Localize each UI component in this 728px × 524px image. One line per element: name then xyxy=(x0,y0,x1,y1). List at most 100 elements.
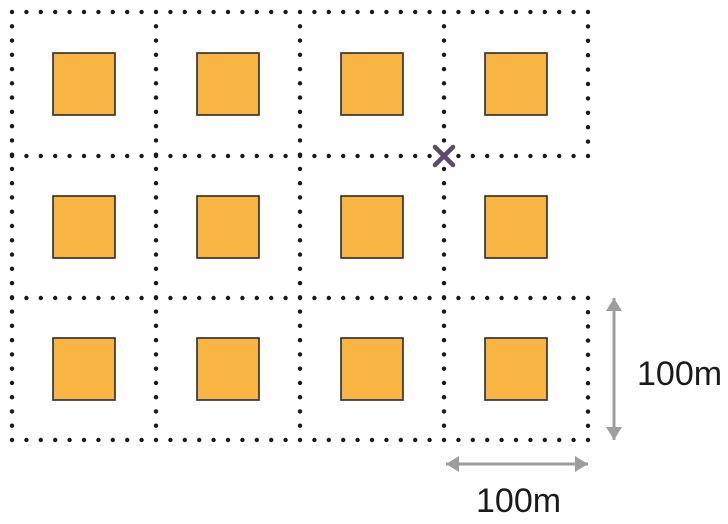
street-dot xyxy=(384,153,389,159)
street-dot xyxy=(585,110,591,116)
street-dot xyxy=(297,166,303,172)
street-dot xyxy=(427,437,432,443)
street-dot xyxy=(557,9,562,15)
street-dot xyxy=(153,166,159,172)
street-dot xyxy=(470,153,475,159)
street-dot xyxy=(9,81,15,86)
street-dot xyxy=(9,437,15,443)
street-dot xyxy=(9,337,15,343)
street-dot xyxy=(297,323,303,329)
street-dot xyxy=(369,153,375,159)
street-dot xyxy=(197,153,202,159)
street-dot xyxy=(53,295,58,301)
street-dot xyxy=(211,437,216,443)
street-dot xyxy=(81,9,87,15)
street-dot xyxy=(153,195,159,200)
street-dot xyxy=(441,337,447,343)
street-dot xyxy=(67,153,72,159)
street-dot xyxy=(225,153,231,159)
street-dot xyxy=(441,38,447,43)
street-dot xyxy=(197,9,202,15)
street-dot xyxy=(197,437,202,443)
street-dot xyxy=(470,9,475,15)
street-dot xyxy=(341,153,346,159)
city-block xyxy=(52,337,116,401)
street-dot xyxy=(571,437,576,443)
street-dot xyxy=(585,125,591,130)
street-dot xyxy=(441,95,447,100)
street-dot xyxy=(384,295,389,301)
street-dot xyxy=(557,437,562,443)
street-dot xyxy=(398,153,403,159)
street-dot xyxy=(528,153,533,159)
street-dot xyxy=(441,238,447,243)
street-dot xyxy=(585,409,591,414)
street-dot xyxy=(269,437,274,443)
street-dot xyxy=(225,437,231,443)
city-block xyxy=(196,195,260,259)
street-dot xyxy=(53,437,58,443)
street-dot xyxy=(153,223,159,229)
city-block xyxy=(196,52,260,116)
street-dot xyxy=(499,9,504,15)
street-dot xyxy=(297,152,303,157)
street-dot xyxy=(9,109,15,115)
street-dot xyxy=(528,295,533,301)
street-dot xyxy=(269,295,274,301)
street-dot xyxy=(153,280,159,286)
street-dot xyxy=(499,295,504,301)
street-dot xyxy=(528,437,533,443)
street-dot xyxy=(413,437,418,443)
street-dot xyxy=(53,153,58,159)
street-dot xyxy=(67,437,72,443)
street-dot xyxy=(153,152,159,157)
street-dot xyxy=(441,223,447,229)
street-dot xyxy=(441,409,447,414)
street-dot xyxy=(96,9,101,15)
city-blocks xyxy=(52,52,548,401)
street-dot xyxy=(9,138,15,143)
street-dot xyxy=(441,380,447,386)
street-dot xyxy=(456,437,461,443)
street-dot xyxy=(153,380,159,386)
street-dot xyxy=(485,437,490,443)
street-dot xyxy=(427,9,432,15)
street-dot xyxy=(441,423,447,428)
street-dot xyxy=(513,153,519,159)
street-dot xyxy=(9,9,15,15)
street-dot xyxy=(557,295,562,301)
street-dot xyxy=(153,366,159,371)
street-dot xyxy=(283,295,288,301)
street-dot xyxy=(585,81,591,87)
street-dot xyxy=(297,352,303,357)
street-dot xyxy=(326,295,331,301)
street-dot xyxy=(355,437,360,443)
street-dot xyxy=(369,9,375,15)
street-dot xyxy=(585,96,591,101)
street-dot xyxy=(168,153,173,159)
street-dot xyxy=(542,295,547,301)
street-dot xyxy=(297,252,303,257)
street-dot xyxy=(441,123,447,129)
street-dot xyxy=(441,437,447,443)
city-block xyxy=(196,337,260,401)
street-dot xyxy=(441,9,447,15)
street-dot xyxy=(441,109,447,115)
street-dot xyxy=(67,9,72,15)
street-dot xyxy=(125,295,130,301)
street-dot xyxy=(441,309,447,314)
street-dot xyxy=(585,9,591,15)
street-dot xyxy=(182,153,187,159)
cross-icon xyxy=(432,144,456,168)
street-dot xyxy=(513,295,519,301)
street-dot xyxy=(485,9,490,15)
street-dot xyxy=(53,9,58,15)
street-dot xyxy=(240,9,245,15)
street-dot xyxy=(24,9,29,15)
street-dot xyxy=(211,295,216,301)
street-dot xyxy=(542,437,547,443)
street-dot xyxy=(341,9,346,15)
street-dot xyxy=(384,437,389,443)
street-dot xyxy=(9,223,15,229)
street-dot xyxy=(153,295,159,300)
